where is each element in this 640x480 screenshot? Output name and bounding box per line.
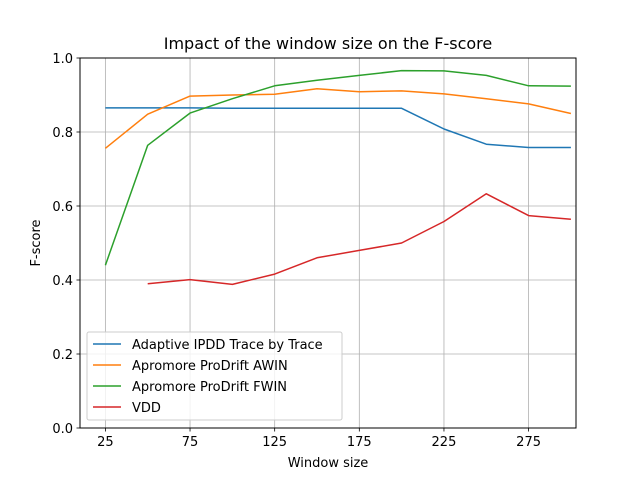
series-line-0 [105, 107, 571, 149]
legend-label: VDD [132, 401, 161, 416]
y-tick-label: 0.4 [52, 274, 73, 289]
chart-title: Impact of the window size on the F-score [164, 34, 493, 53]
x-tick-label: 25 [97, 435, 114, 450]
x-tick-label: 175 [347, 435, 372, 450]
x-tick-label: 275 [516, 435, 541, 450]
legend-box [86, 331, 343, 421]
series-line-1 [104, 87, 572, 149]
y-tick-label: 0.2 [52, 348, 73, 363]
y-tick-label: 1.0 [52, 52, 73, 67]
x-tick-label: 125 [262, 435, 287, 450]
legend: Adaptive IPDD Trace by Trace Apromore Pro… [86, 331, 343, 421]
ticks: 25 75 125 175 225 275 0.0 0.2 0.4 0.6 0.8 1.0 [52, 52, 541, 450]
y-tick-label: 0.6 [52, 200, 73, 215]
x-tick-label: 225 [432, 435, 457, 450]
y-tick-label: 0.0 [52, 422, 73, 437]
plot-area-frame [79, 57, 577, 429]
series-lines [104, 69, 572, 286]
legend-label: Apromore ProDrift AWIN [132, 359, 288, 374]
series-line-3 [147, 193, 571, 286]
legend-label: Apromore ProDrift FWIN [132, 380, 287, 395]
series-line-2 [104, 69, 571, 266]
y-axis-label: F-score [29, 219, 44, 266]
x-axis-label: Window size [288, 456, 369, 471]
legend-label: Adaptive IPDD Trace by Trace [132, 338, 323, 353]
x-tick-label: 75 [182, 435, 199, 450]
y-tick-label: 0.8 [52, 126, 73, 141]
